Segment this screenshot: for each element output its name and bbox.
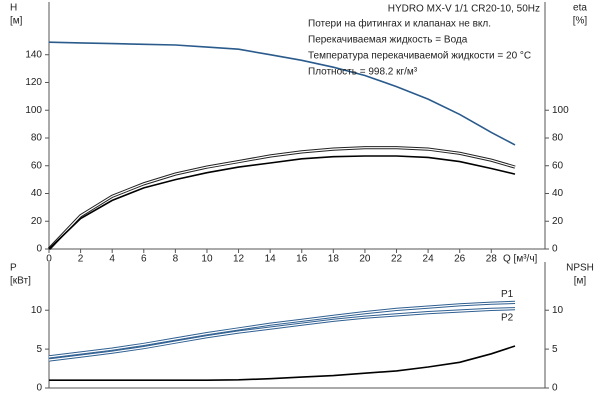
y2-tick-label: 10 (552, 305, 564, 316)
y-axis-label: H (10, 3, 17, 14)
x-tick-label: 8 (173, 254, 179, 265)
y-axis-label: P (10, 263, 17, 274)
y2-tick-label: 20 (552, 216, 564, 227)
y-tick-label: 10 (31, 305, 43, 316)
series-line-inner (48, 308, 516, 361)
x-tick-label: 24 (423, 254, 435, 265)
x-tick-label: 4 (109, 254, 115, 265)
y2-tick-label: 40 (552, 188, 564, 199)
x-tick-label: 12 (233, 254, 245, 265)
series-line (48, 155, 516, 250)
y-tick-label: 20 (31, 216, 43, 227)
y2-tick-label: 80 (552, 133, 564, 144)
y2-axis-unit: [м] (574, 276, 587, 287)
annotation: Плотность = 998.2 кг/м³ (308, 67, 418, 78)
annotation: Температура перекачиваемой жидкости = 20… (308, 51, 531, 62)
y-tick-label: 120 (25, 77, 42, 88)
y2-axis-unit: [%] (573, 16, 588, 27)
y-axis-unit: [м] (10, 16, 23, 27)
x-tick-label: 10 (201, 254, 213, 265)
y2-axis-label: eta (573, 3, 587, 14)
y2-tick-label: 5 (552, 344, 558, 355)
series-label: P2 (501, 312, 514, 323)
series-line (48, 41, 516, 146)
x-tick-label: 26 (454, 254, 466, 265)
x-tick-label: 2 (78, 254, 84, 265)
y2-tick-label: 0 (552, 383, 558, 394)
y2-tick-label: 60 (552, 160, 564, 171)
series-label: P1 (501, 289, 514, 300)
annotation: Потери на фитингах и клапанах не вкл. (308, 18, 491, 30)
y2-axis-label: NPSH (566, 263, 594, 274)
y-tick-label: 100 (25, 105, 42, 116)
y-axis-unit: [кВт] (10, 276, 31, 287)
annotation: Перекачиваемая жидкость = Вода (308, 35, 468, 46)
y2-tick-label: 100 (552, 105, 569, 116)
x-tick-label: 18 (328, 254, 340, 265)
y-tick-label: 60 (31, 160, 43, 171)
y-tick-label: 0 (36, 244, 42, 255)
series-line-inner (48, 301, 516, 358)
chart-title: HYDRO MX-V 1/1 CR20-10, 50Hz (388, 4, 540, 15)
x-tick-label: 6 (141, 254, 147, 265)
y-tick-label: 140 (25, 49, 42, 60)
y2-tick-label: 0 (552, 244, 558, 255)
y-tick-label: 40 (31, 188, 43, 199)
x-axis-label: Q [м³/ч] (503, 254, 538, 265)
x-tick-label: 20 (359, 254, 371, 265)
x-tick-label: 16 (296, 254, 308, 265)
series-line (48, 307, 516, 362)
series-line-inner (48, 147, 516, 250)
x-tick-label: 0 (46, 254, 52, 265)
y-tick-label: 5 (36, 344, 42, 355)
series-line (49, 345, 516, 381)
y-tick-label: 80 (31, 133, 43, 144)
y-tick-label: 0 (36, 383, 42, 394)
x-tick-label: 14 (265, 254, 277, 265)
x-tick-label: 28 (486, 254, 498, 265)
x-tick-label: 22 (391, 254, 403, 265)
